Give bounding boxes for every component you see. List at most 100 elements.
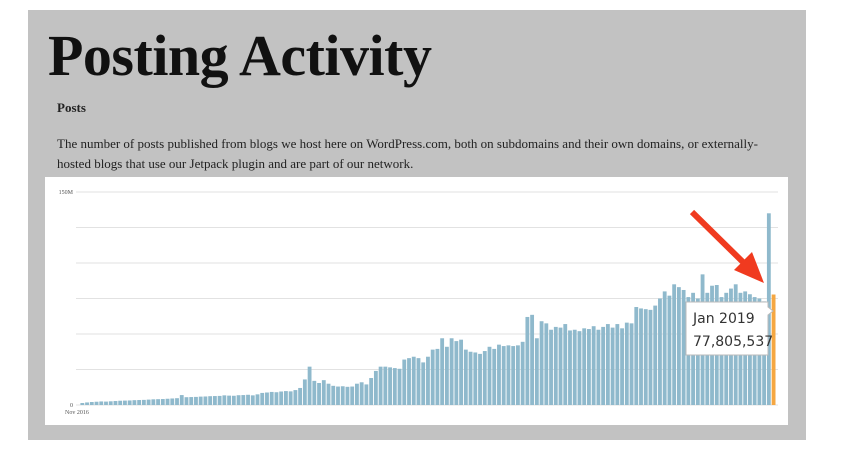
- bar: [624, 322, 629, 405]
- bar: [658, 298, 662, 405]
- bar: [563, 324, 568, 405]
- bar: [771, 294, 776, 405]
- bar: [515, 345, 520, 405]
- bar: [648, 309, 653, 405]
- bar: [591, 326, 596, 405]
- bar: [373, 370, 378, 405]
- tooltip-category: Jan 2019: [692, 311, 755, 327]
- bar: [231, 395, 236, 405]
- bar: [212, 396, 217, 405]
- bar: [511, 346, 516, 405]
- bar: [194, 396, 198, 405]
- bar: [85, 402, 89, 405]
- bar: [487, 346, 492, 405]
- bar: [397, 368, 402, 405]
- bar: [184, 397, 189, 405]
- bar: [482, 351, 487, 405]
- bar: [274, 392, 279, 405]
- bar: [317, 382, 321, 405]
- bar: [459, 339, 464, 405]
- tooltip: Jan 2019 77,805,537: [685, 301, 774, 356]
- arrow-shaft: [689, 209, 751, 270]
- bar: [426, 356, 430, 405]
- bar: [175, 398, 179, 405]
- bar: [610, 327, 615, 405]
- bar: [553, 326, 558, 405]
- bar: [435, 348, 440, 405]
- tooltip-value: 77,805,537: [693, 334, 773, 350]
- bar: [639, 308, 643, 405]
- chart-background: [45, 177, 788, 425]
- bar: [250, 395, 255, 405]
- bar: [359, 382, 364, 405]
- bar: [629, 323, 634, 405]
- bar: [407, 358, 411, 405]
- bar: [620, 328, 624, 405]
- bar: [208, 396, 213, 405]
- bar: [369, 378, 374, 405]
- bar: [137, 400, 142, 405]
- bar: [312, 380, 317, 405]
- bar: [416, 358, 421, 405]
- bar: [260, 392, 265, 405]
- bar: [165, 398, 170, 405]
- bar: [94, 401, 99, 405]
- bar: [601, 326, 606, 405]
- bar: [492, 348, 497, 405]
- bar: [127, 400, 132, 405]
- bar: [572, 329, 577, 405]
- page-title: Posting Activity: [48, 23, 432, 88]
- bar: [364, 384, 369, 405]
- bar: [241, 395, 246, 405]
- bar: [497, 344, 501, 405]
- bar: [392, 368, 397, 405]
- bar: [350, 386, 355, 405]
- bar: [568, 330, 572, 405]
- bar: [378, 366, 383, 405]
- bar: [170, 398, 175, 405]
- bar: [179, 395, 184, 405]
- bar: [444, 346, 449, 405]
- bar: [246, 394, 250, 405]
- bar: [198, 396, 203, 405]
- bar: [189, 397, 194, 405]
- bar: [534, 338, 539, 405]
- bar: [596, 329, 601, 405]
- bar: [236, 395, 241, 405]
- bar: [99, 401, 104, 405]
- bar: [336, 386, 340, 405]
- bar: [473, 352, 478, 405]
- bar: [506, 345, 511, 405]
- description: The number of posts published from blogs…: [57, 136, 758, 171]
- bar: [298, 387, 303, 405]
- bar: [321, 380, 326, 405]
- bar: [643, 309, 648, 405]
- bar: [454, 341, 459, 405]
- bar: [123, 400, 127, 405]
- bar: [388, 367, 392, 405]
- bar: [501, 346, 506, 405]
- bar: [676, 287, 681, 405]
- bar: [478, 353, 482, 405]
- bar: [653, 305, 658, 405]
- bar: [326, 383, 331, 405]
- bar: [544, 323, 549, 405]
- bar: [449, 338, 454, 405]
- bar: [634, 307, 639, 405]
- bar: [681, 289, 686, 405]
- bar: [222, 395, 227, 405]
- bar: [113, 401, 118, 405]
- bar: [549, 329, 553, 405]
- bar: [582, 328, 587, 405]
- bar: [411, 356, 416, 405]
- bar: [151, 399, 156, 405]
- tooltip-box: [685, 301, 774, 356]
- bar: [440, 338, 445, 405]
- bar: [672, 284, 677, 405]
- bar: [667, 295, 672, 405]
- bar: [345, 386, 350, 405]
- bar: [160, 399, 165, 405]
- bar: [539, 321, 544, 405]
- x-tick-label: Nov 2016: [65, 410, 89, 416]
